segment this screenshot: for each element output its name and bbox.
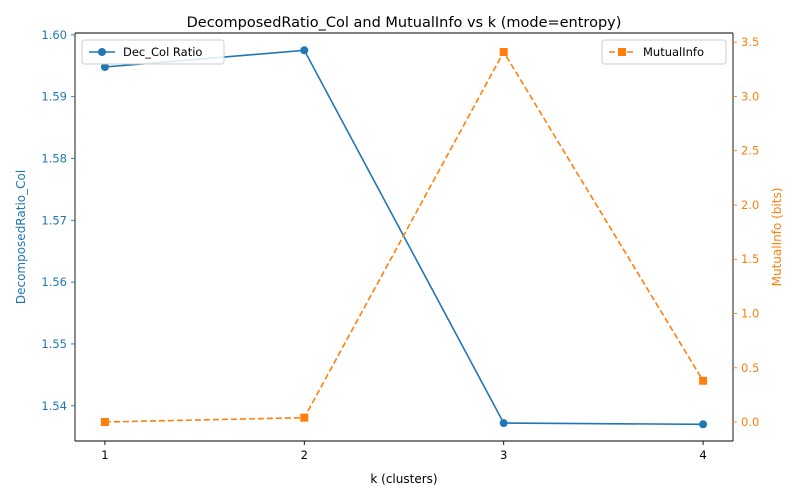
legend-marker-dec-col-ratio [98, 48, 106, 56]
left-y-tick-label: 1.55 [41, 337, 67, 351]
right-y-tick-label: 1.0 [741, 307, 759, 321]
right-y-tick-label: 3.5 [741, 35, 759, 49]
data-point-dec-col-ratio [699, 420, 708, 429]
x-axis-label: k (clusters) [370, 472, 437, 486]
right-y-tick-label: 1.5 [741, 252, 759, 266]
data-point-dec-col-ratio [300, 46, 309, 55]
left-y-tick-label: 1.58 [41, 151, 67, 165]
legend-box-mutualinfo [601, 39, 727, 65]
left-y-tick-label: 1.54 [41, 399, 67, 413]
left-y-tick-label: 1.60 [41, 28, 67, 42]
series-line-mutualinfo [104, 50, 704, 423]
data-point-mutualinfo [300, 413, 309, 422]
x-tick-label: 1 [101, 448, 108, 462]
right-axis-label: MutualInfo (bits) [770, 188, 784, 287]
data-point-mutualinfo [100, 418, 109, 427]
right-y-tick-label: 0.0 [741, 415, 759, 429]
data-point-dec-col-ratio [499, 419, 508, 428]
left-y-tick-label: 1.57 [41, 213, 67, 227]
axes-layer: 1 2 3 4 1.54 1.55 1.56 1.57 1.58 1.59 1.60 0.0 0.5 1.… [41, 28, 759, 462]
legend-layer: Dec_Col Ratio MutualInfo [81, 39, 727, 65]
left-axis-label: DecomposedRatio_Col [14, 170, 28, 304]
left-y-tick-label: 1.56 [41, 275, 67, 289]
legend-box-dec-col-ratio [81, 39, 225, 65]
data-point-mutualinfo [499, 47, 508, 56]
legend-label-dec-col-ratio: Dec_Col Ratio [123, 45, 202, 59]
data-point-dec-col-ratio [100, 63, 109, 71]
right-y-tick-label: 2.0 [741, 198, 759, 212]
left-y-tick-label: 1.59 [41, 90, 67, 104]
x-tick-label: 2 [301, 448, 308, 462]
right-y-tick-label: 2.5 [741, 144, 759, 158]
right-y-tick-label: 0.5 [741, 361, 759, 375]
data-point-mutualinfo [699, 376, 708, 385]
x-tick-label: 3 [500, 448, 507, 462]
right-y-tick-label: 3.0 [741, 89, 759, 103]
x-tick-label: 4 [699, 448, 706, 462]
chart-title: DecomposedRatio_Col and MutualInfo vs k … [187, 15, 622, 31]
legend-marker-mutualinfo [618, 48, 626, 56]
legend-label-mutualinfo: MutualInfo [643, 45, 704, 59]
